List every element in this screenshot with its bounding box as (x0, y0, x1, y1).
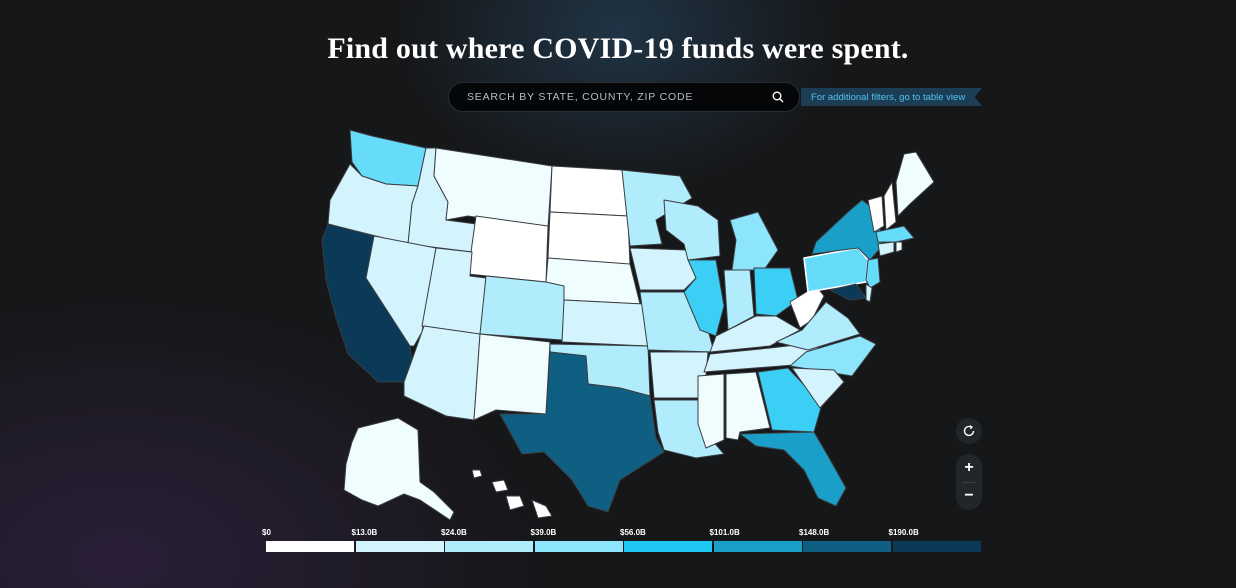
state-rhode-island[interactable] (895, 241, 903, 253)
legend-swatch (803, 541, 891, 552)
state-pennsylvania[interactable] (803, 247, 869, 293)
state-hawaii[interactable] (471, 469, 553, 519)
us-map[interactable] (300, 120, 950, 530)
plus-icon: + (964, 459, 974, 476)
legend-tick-label: $148.0B (799, 528, 830, 537)
legend-tick-label: $190.0B (888, 528, 919, 537)
legend-tick-label: $13.0B (351, 528, 378, 537)
state-montana[interactable] (433, 147, 553, 229)
zoom-in-button[interactable]: + (956, 454, 982, 482)
state-north-dakota[interactable] (549, 165, 629, 217)
zoom-out-button[interactable]: − (956, 482, 982, 510)
state-georgia[interactable] (757, 367, 823, 433)
state-indiana[interactable] (723, 269, 755, 331)
state-wyoming[interactable] (467, 215, 549, 283)
legend-swatch (713, 541, 802, 552)
legend-swatch (266, 541, 354, 552)
state-vermont[interactable] (867, 195, 885, 233)
state-delaware[interactable] (865, 283, 873, 303)
search-input[interactable] (465, 90, 771, 104)
reset-icon (963, 425, 975, 437)
state-new-hampshire[interactable] (883, 181, 897, 231)
state-minnesota[interactable] (621, 169, 693, 247)
legend-tick-label: $0 (262, 528, 271, 537)
legend-swatch (892, 541, 981, 552)
legend-swatch (624, 541, 712, 552)
state-iowa[interactable] (629, 247, 697, 291)
state-michigan[interactable] (729, 211, 779, 271)
state-ohio[interactable] (753, 267, 799, 317)
page-title: Find out where COVID-19 funds were spent… (327, 32, 909, 65)
state-south-carolina[interactable] (791, 367, 845, 409)
state-north-carolina[interactable] (789, 335, 877, 377)
legend-tick-label: $39.0B (530, 528, 557, 537)
state-florida[interactable] (739, 431, 847, 507)
legend-tick-label: $101.0B (709, 528, 740, 537)
state-virginia[interactable] (775, 301, 861, 351)
state-alabama[interactable] (725, 371, 771, 441)
legend: $0 $13.0B $24.0B $39.0B $56.0B $101.0B $148.0B… (262, 528, 985, 554)
legend-tick-label: $24.0B (441, 528, 467, 537)
legend-tick-label: $56.0B (620, 528, 646, 537)
state-wisconsin[interactable] (663, 199, 721, 261)
legend-swatch (534, 541, 623, 552)
search-bar[interactable] (448, 82, 800, 112)
state-mississippi[interactable] (697, 373, 725, 449)
state-kentucky[interactable] (709, 315, 801, 353)
legend-swatch (445, 541, 533, 552)
state-connecticut[interactable] (877, 241, 895, 257)
state-texas[interactable] (499, 351, 665, 513)
search-icon[interactable] (771, 90, 785, 104)
state-new-mexico[interactable] (473, 333, 551, 421)
minus-icon: − (964, 487, 974, 504)
state-alaska[interactable] (343, 417, 455, 521)
state-massachusetts[interactable] (875, 225, 915, 243)
reset-button[interactable] (956, 418, 982, 444)
state-illinois[interactable] (683, 259, 725, 337)
state-colorado[interactable] (479, 275, 567, 341)
state-new-jersey[interactable] (865, 257, 881, 289)
legend-swatch (355, 541, 444, 552)
zoom-controls: + − (956, 454, 982, 510)
state-maine[interactable] (895, 151, 935, 217)
state-south-dakota[interactable] (547, 211, 631, 267)
state-kansas[interactable] (561, 299, 649, 347)
table-view-link[interactable]: For additional filters, go to table view (801, 88, 982, 106)
